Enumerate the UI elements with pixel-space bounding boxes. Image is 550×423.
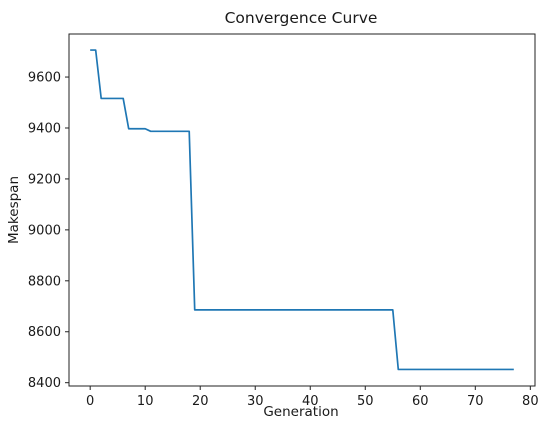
y-tick-label: 9600 [28, 71, 61, 86]
y-tick-label: 8800 [28, 274, 61, 289]
axes-frame [68, 33, 536, 387]
x-tick-label: 20 [192, 394, 209, 409]
series-line-0 [90, 49, 514, 371]
y-tick-label: 9000 [28, 223, 61, 238]
x-axis-title: Generation [263, 404, 338, 420]
x-tick-label: 0 [86, 394, 94, 409]
y-axis-title: Makespan [6, 176, 22, 244]
y-tick-label: 9400 [28, 121, 61, 136]
x-tick-label: 50 [357, 394, 374, 409]
plot-area: 0 10 20 30 40 50 60 70 80 8400 8600 8800 9000 9200 940… [28, 33, 539, 409]
y-tick-label: 8400 [28, 376, 61, 391]
x-tick-label: 10 [137, 394, 154, 409]
chart-title: Convergence Curve [225, 9, 378, 27]
x-tick-label: 60 [412, 394, 429, 409]
x-tick-label: 30 [247, 394, 264, 409]
x-tick-label: 70 [467, 394, 484, 409]
y-tick-label: 8600 [28, 325, 61, 340]
x-tick-label: 80 [522, 394, 539, 409]
x-tick-label: 40 [302, 394, 319, 409]
y-tick-label: 9200 [28, 172, 61, 187]
